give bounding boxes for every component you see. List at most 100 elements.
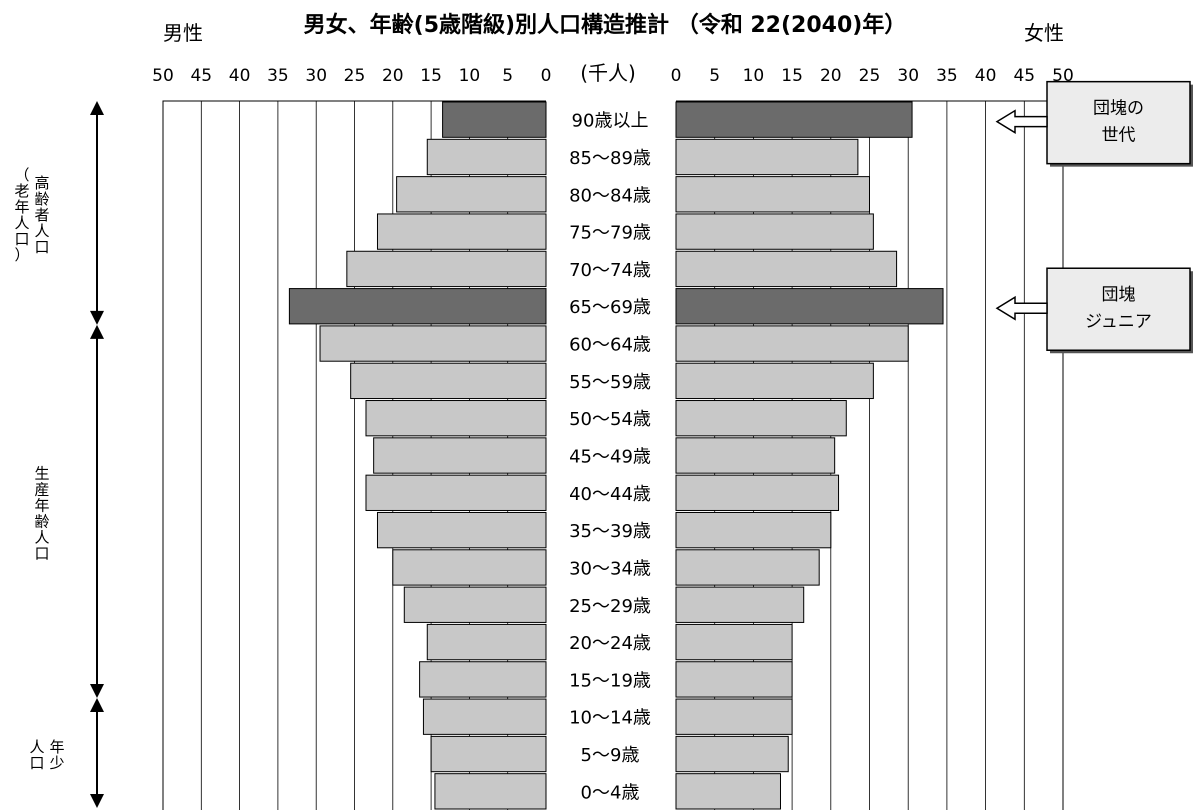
age-group-label: 産 [34,480,49,498]
tick-label-male: 35 [267,66,289,86]
category-label: 30〜34歳 [569,558,651,579]
bar-female [675,250,898,288]
bar-male [319,325,547,362]
bar-female [675,623,793,661]
tick-label-male: 50 [152,66,174,86]
callout-box [1046,80,1191,165]
category-label: 55〜59歳 [569,372,651,393]
age-group-sublabel: 老 [14,182,29,200]
age-group-label: 口 [34,238,49,256]
bar-male [392,549,547,586]
bar-male [376,213,547,250]
unit-label: (千人) [580,61,636,85]
bar-female [675,101,913,138]
tick-label-female: 5 [709,66,720,86]
bar-female [675,773,781,810]
bar-male [442,101,547,138]
bar-male [376,511,547,549]
bar-male [434,773,547,810]
tick-label-male: 15 [420,66,442,86]
tick-label-male: 25 [344,66,366,86]
category-label: 65〜69歳 [569,297,651,318]
bar-male [426,623,547,661]
arrowhead-up [90,698,104,713]
tick-label-female: 25 [859,66,881,86]
age-group-label: 人 [29,738,44,756]
bar-female [675,176,870,213]
tick-label-male: 0 [541,66,552,86]
bar-male [430,735,547,773]
arrowhead-down [90,794,104,808]
bar-female [675,549,820,586]
age-group-label: 口 [34,544,49,562]
age-group-sublabel: （ [14,166,29,184]
category-labels: 90歳以上 85〜89歳 80〜84歳 75〜79歳 70〜74歳 65〜69歳 60〜64… [569,111,651,804]
chart-title: 男女、年齢(5歳階級)別人口構造推計 （令和 22(2040)年） [304,12,907,38]
bar-female [675,511,832,549]
category-label: 20〜24歳 [569,633,651,654]
category-label: 40〜44歳 [569,484,651,505]
callout-text: ジュニア [1085,312,1152,332]
category-label: 45〜49歳 [569,447,651,468]
tick-labels: 50 45 40 35 30 25 20 15 10 5 0 0 5 10 15 20 25 30 35 40 45 50 [152,66,1074,86]
bar-male [365,400,547,437]
category-label: 50〜54歳 [569,409,651,430]
tick-label-male: 40 [229,66,251,86]
bar-female [675,400,847,437]
category-label: 35〜39歳 [569,521,651,542]
bar-female [675,661,793,698]
age-group-label: 者 [34,206,49,224]
tick-label-female: 0 [671,66,682,86]
bar-female [675,213,874,250]
callout-text: 団塊の [1093,99,1144,119]
bars [288,101,944,810]
age-group-label: 年 [49,738,64,756]
bar-male [346,250,547,288]
bar-female [675,474,840,511]
age-group-label: 生 [34,464,49,482]
category-label: 5〜9歳 [581,745,640,766]
callout-box [1046,267,1191,351]
bar-male [422,698,547,735]
tick-label-male: 5 [502,66,513,86]
female-label: 女性 [1024,21,1064,45]
bar-female [675,735,789,773]
bar-male [396,176,547,213]
bar-male [403,586,547,623]
arrowhead-down [90,684,104,699]
category-label: 85〜89歳 [569,148,651,169]
bar-female [675,437,836,474]
frame-male [162,100,546,810]
bar-female [675,288,944,325]
callout-arrow [995,109,1048,134]
category-label: 60〜64歳 [569,335,651,356]
tick-label-male: 30 [305,66,327,86]
bar-male [426,138,547,176]
age-group-label: 口 [29,754,44,772]
age-group-label: 齢 [34,190,49,208]
age-group-label: 齢 [34,512,49,530]
category-label: 10〜14歳 [569,708,651,729]
age-group-label: 高 [34,174,49,192]
age-group-label: 人 [34,222,49,240]
bar-male [288,288,547,325]
tick-label-male: 45 [190,66,212,86]
male-label: 男性 [163,21,203,45]
category-label: 70〜74歳 [569,260,651,281]
arrowhead-up [90,324,104,339]
age-group-label: 年 [34,496,49,514]
tick-label-male: 10 [459,66,481,86]
tick-label-female: 35 [936,66,958,86]
callout-text: 団塊 [1102,285,1136,305]
tick-label-female: 15 [781,66,803,86]
bar-male [373,437,547,474]
bar-male [350,362,547,400]
tick-label-female: 40 [975,66,997,86]
tick-label-female: 45 [1013,66,1035,86]
age-group-label: 人 [34,528,49,546]
age-group-sublabel: 人 [14,214,29,232]
tick-label-male: 20 [382,66,404,86]
tick-label-female: 20 [820,66,842,86]
